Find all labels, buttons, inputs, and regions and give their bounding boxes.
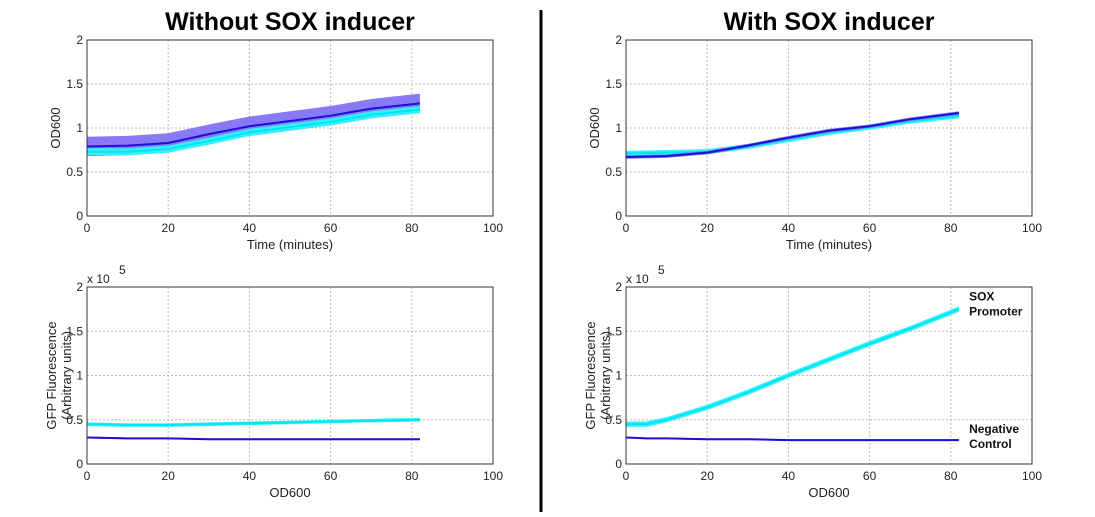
axes-frame [625,39,1033,217]
y-tick-label: 0.5 [66,413,83,427]
x-tick-label: 60 [324,221,338,235]
y-axis-label-units: (Arbitrary units) [59,331,74,420]
y-tick-label: 1.5 [66,77,83,91]
x-tick-label: 20 [701,221,715,235]
x-tick-label: 100 [483,221,503,235]
annotation-negative-control: Negative [969,422,1019,436]
annotation-negative-control: Control [969,437,1012,451]
y-scale-multiplier: x 10 [87,272,110,286]
series-line-sox-promoter [86,418,420,427]
y-scale-multiplier: x 10 [626,272,649,286]
x-tick-label: 40 [243,221,257,235]
x-axis-label: OD600 [269,485,310,500]
x-tick-label: 40 [782,221,796,235]
y-tick-label: 0.5 [605,165,622,179]
y-tick-label: 0 [76,457,83,471]
series-line-negative-control [625,112,960,159]
x-tick-label: 0 [623,469,630,483]
chart-bottom-left: 0 20 40 60 80 100 0 0.5 1 1.5 2 OD600 GFP Fluorescen… [44,263,503,500]
y-axis-label-units: (Arbitrary units) [598,331,613,420]
y-tick-label: 0.5 [66,165,83,179]
series-band-sox-promoter [87,106,420,156]
axes-frame [86,286,494,465]
series-line-sox-promoter [87,108,421,153]
panel-title-left: Without SOX inducer [165,8,415,36]
y-tick-label: 0.5 [605,413,622,427]
x-tick-label: 40 [782,469,796,483]
panel-title-right: With SOX inducer [724,8,935,36]
y-tick-label: 1 [615,121,622,135]
y-tick-label: 2 [76,33,83,47]
x-tick-label: 20 [701,469,715,483]
y-tick-label: 0 [76,209,83,223]
x-axis-label: OD600 [808,485,849,500]
y-tick-label: 1.5 [605,324,622,338]
series-band-negative-control [626,111,959,159]
series-line-sox-promoter [626,308,960,426]
axes-frame [86,39,494,217]
x-tick-label: 80 [405,221,419,235]
y-axis-label: GFP Fluorescence [44,321,59,429]
series-line-negative-control [86,102,421,148]
y-tick-label: 0 [615,209,622,223]
y-axis-label: GFP Fluorescence [583,321,598,429]
y-tick-label: 2 [76,280,83,294]
axes-frame [625,286,1033,465]
y-scale-exponent: 5 [658,263,665,277]
x-tick-label: 20 [162,221,176,235]
y-scale-exponent: 5 [119,263,126,277]
x-tick-label: 60 [863,469,877,483]
y-axis-label: OD600 [48,107,63,148]
x-tick-label: 100 [483,469,503,483]
y-tick-label: 1 [615,369,622,383]
y-tick-label: 1.5 [605,77,622,91]
series-line-negative-control [86,436,420,441]
chart-top-left: 0 20 40 60 80 100 0 0.5 1 1.5 2 Time (minutes) OD600 [48,33,503,252]
annotation-sox-promoter: Promoter [969,304,1023,318]
annotation-sox-promoter: SOX [969,289,994,303]
x-axis-label: Time (minutes) [786,237,872,252]
x-tick-label: 100 [1022,469,1042,483]
chart-top-right: 0 20 40 60 80 100 0 0.5 1 1.5 2 Time (minutes) OD600 [587,33,1042,252]
x-axis-label: Time (minutes) [247,237,333,252]
x-tick-label: 20 [162,469,176,483]
x-tick-label: 80 [405,469,419,483]
x-tick-label: 100 [1022,221,1042,235]
x-tick-label: 0 [84,469,91,483]
y-tick-label: 2 [615,280,622,294]
series-line-negative-control [625,436,959,442]
x-tick-label: 80 [944,469,958,483]
y-tick-label: 1 [76,369,83,383]
plot-area [626,287,1032,464]
y-axis-label: OD600 [587,107,602,148]
x-tick-label: 60 [863,221,877,235]
x-tick-label: 80 [944,221,958,235]
y-tick-label: 1.5 [66,324,83,338]
plot-area [626,40,1032,216]
x-tick-label: 40 [243,469,257,483]
chart-bottom-right: 0 20 40 60 80 100 0 0.5 1 1.5 2 OD600 GFP Fluorescen… [583,263,1042,500]
y-tick-label: 1 [76,121,83,135]
x-tick-label: 0 [623,221,630,235]
x-tick-label: 0 [84,221,91,235]
y-tick-label: 2 [615,33,622,47]
x-tick-label: 60 [324,469,338,483]
y-tick-label: 0 [615,457,622,471]
plot-area [87,287,493,464]
